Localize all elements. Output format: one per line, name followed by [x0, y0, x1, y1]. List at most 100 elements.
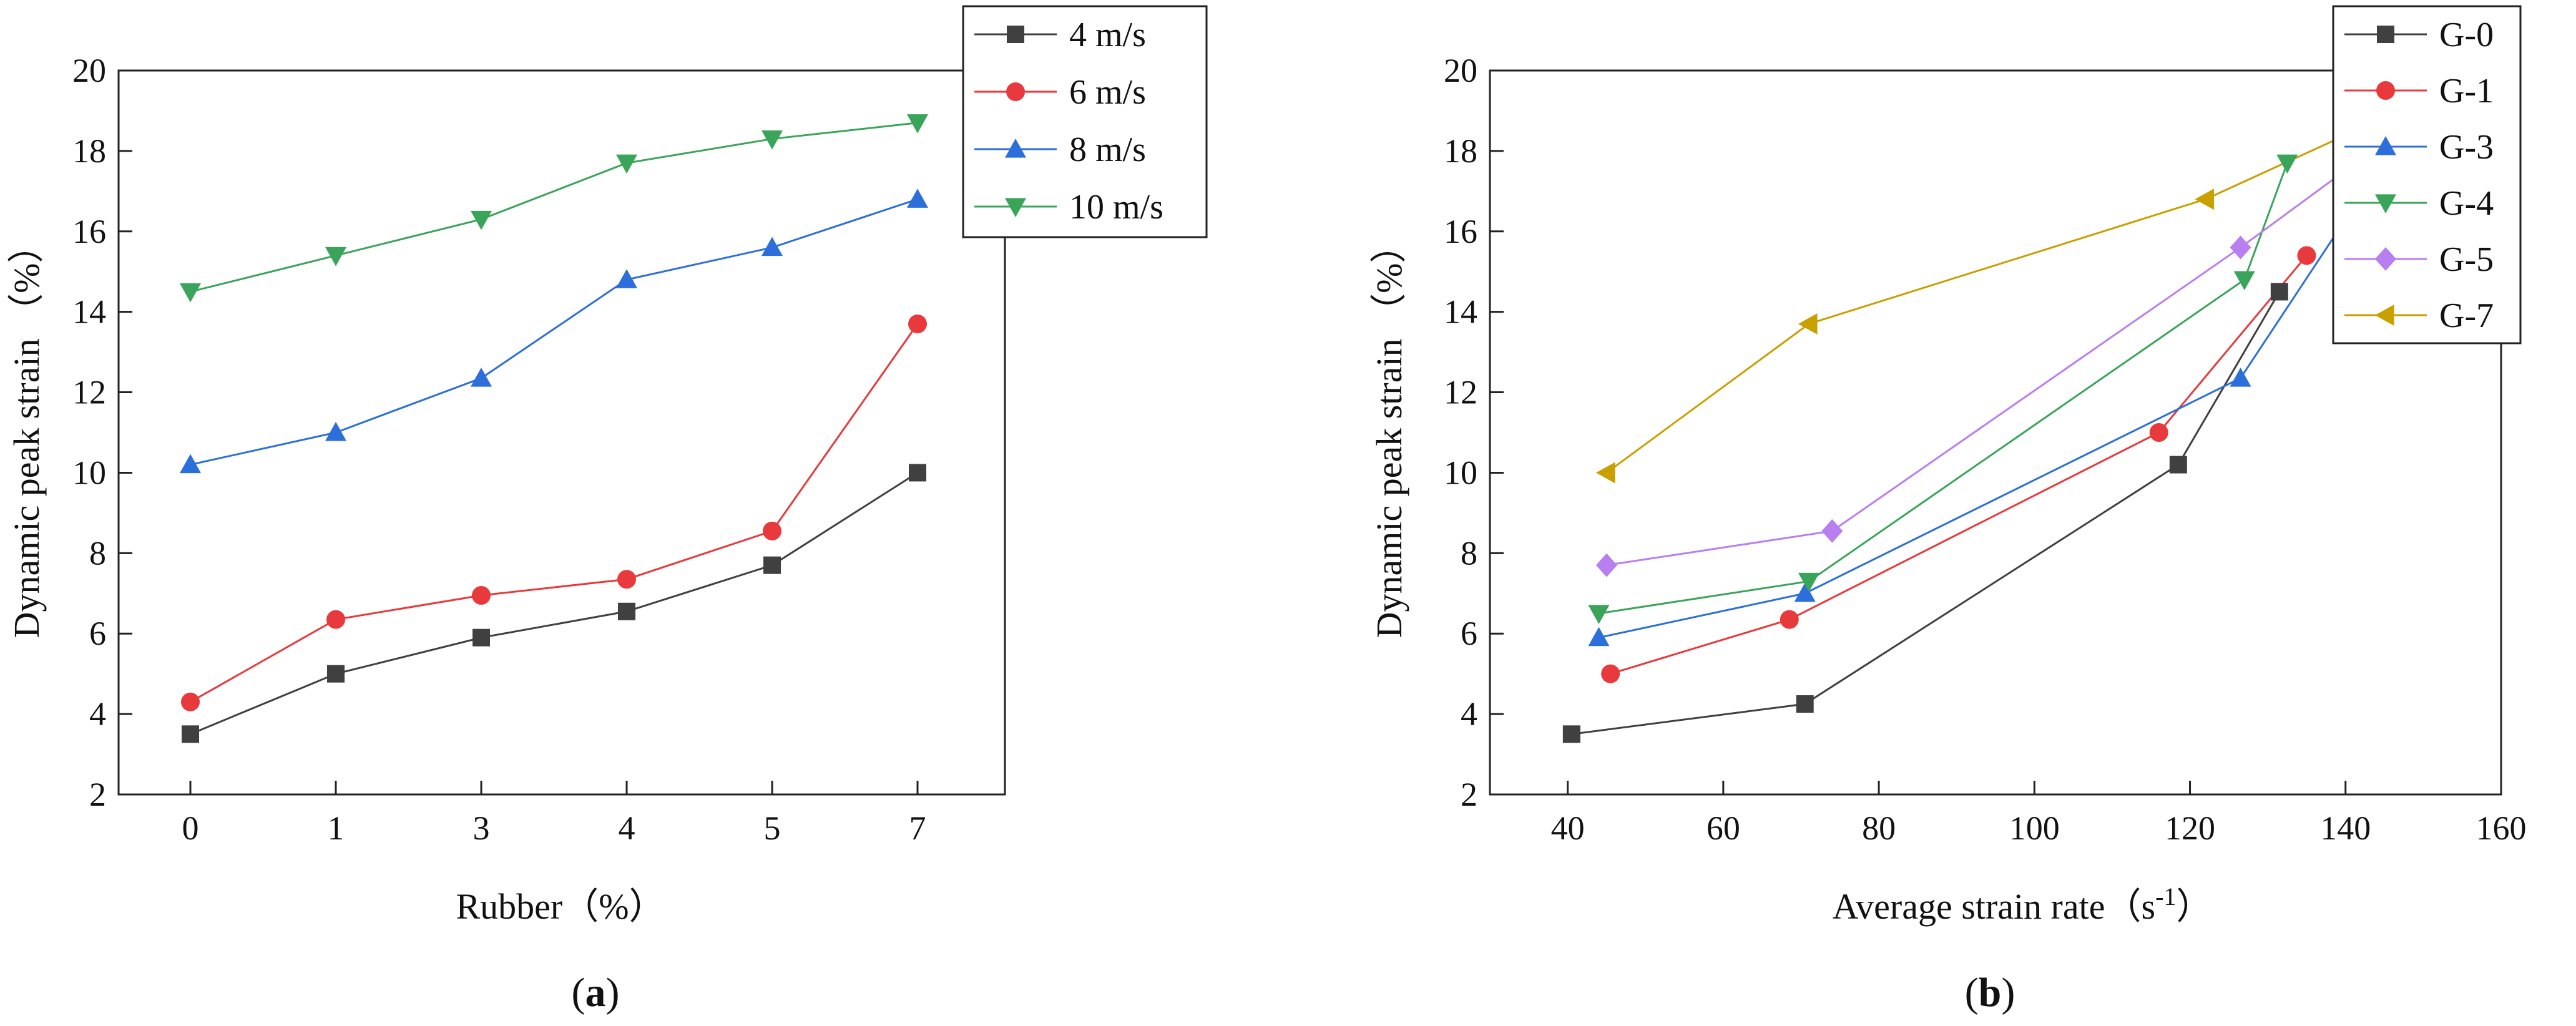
chart-b-x-tick-label: 60 [1707, 809, 1740, 847]
chart-a-x-tick-label: 7 [909, 809, 926, 847]
chart-b-line-g-3 [1599, 218, 2347, 639]
chart-a-point-8-m-s [616, 269, 637, 288]
chart-a-series-markers [180, 114, 928, 743]
chart-b-point-g-4 [1588, 605, 1610, 624]
chart-b-x-axis-label-close: ） [2176, 886, 2212, 927]
chart-a-legend-marker-4-m-s [1007, 26, 1024, 43]
chart-b-legend-box [2332, 5, 2522, 344]
chart-a-legend-label-8-m-s: 8 m/s [1069, 130, 1146, 169]
chart-b-x-axis-label: Average strain rate（s-1） [1833, 882, 2213, 927]
chart-b-ticks [1490, 69, 2502, 796]
chart-a-y-tick-label: 20 [72, 52, 106, 89]
chart-b-point-g-5 [1595, 553, 1617, 577]
chart-b-plot-frame [1489, 69, 2502, 796]
chart-b-point-g-0 [2169, 456, 2187, 474]
chart-b-point-g-4 [1798, 572, 1819, 592]
chart-a-series-lines [190, 122, 919, 735]
chart-b-line-g-4 [1599, 162, 2288, 615]
chart-b-y-tick-label: 10 [1444, 454, 1477, 491]
chart-a-x-tick-label: 5 [764, 809, 781, 847]
chart-a-line-4-m-s [190, 472, 918, 735]
chart-b-legend-marker-g-4 [2375, 194, 2396, 213]
chart-b-legend-marker-g-1 [2376, 81, 2395, 100]
chart-b-legend-label-g-5: G-5 [2439, 240, 2494, 279]
chart-a-point-6-m-s [763, 521, 781, 540]
chart-a-x-tick-labels: 0 1 3 4 5 7 [182, 809, 926, 847]
chart-a-point-8-m-s [180, 454, 201, 474]
chart-a-point-4-m-s [327, 665, 345, 683]
chart-a-x-tick-label: 0 [182, 809, 199, 847]
chart-b: 2 4 6 8 10 12 14 16 18 20 40 60 80 100 120 140 160 Dyna… [1369, 5, 2527, 1015]
chart-b-x-axis-label-main: Average strain rate（s [1833, 886, 2155, 927]
chart-b-x-tick-label: 80 [1862, 809, 1896, 847]
chart-b-point-g-0 [2270, 283, 2288, 301]
chart-a-point-6-m-s [617, 570, 636, 589]
chart-a-caption-letter: a [585, 970, 606, 1015]
chart-b-legend: G-0 G-1 G-3 G-4 G-5 G-7 [2332, 5, 2522, 344]
chart-b-line-g-5 [1606, 138, 2389, 567]
chart-a-point-4-m-s [618, 602, 635, 620]
chart-b-x-tick-labels: 40 60 80 100 120 140 160 [1551, 809, 2527, 847]
chart-b-point-g-5 [2230, 235, 2251, 260]
chart-b-caption-close: ) [2001, 970, 2015, 1015]
chart-a-legend-label-4-m-s: 4 m/s [1069, 16, 1146, 54]
chart-b-legend-marker-g-7 [2375, 305, 2394, 326]
chart-a-point-8-m-s [762, 237, 783, 256]
chart-b-point-g-7 [1595, 462, 1615, 484]
chart-a-line-10-m-s [190, 122, 918, 293]
chart-b-line-g-1 [1610, 255, 2308, 675]
chart-a-legend-marker-8-m-s [1005, 139, 1026, 158]
chart-a-y-axis-label: Dynamic peak strain （%） [6, 227, 47, 638]
chart-a-y-tick-label: 4 [89, 695, 106, 733]
chart-a-legend-items: 4 m/s 6 m/s 8 m/s 10 m/s [974, 16, 1163, 227]
chart-a-ticks [119, 69, 919, 796]
chart-b-point-g-4 [2276, 154, 2298, 174]
chart-a-y-tick-label: 16 [72, 213, 106, 250]
chart-a-legend-label-6-m-s: 6 m/s [1069, 73, 1146, 112]
chart-b-x-tick-label: 40 [1551, 809, 1585, 847]
chart-a-point-8-m-s [907, 188, 928, 208]
chart-a-y-tick-label: 18 [72, 132, 106, 170]
chart-a-point-4-m-s [473, 628, 490, 647]
chart-a-caption: (a) [572, 970, 620, 1015]
chart-a-legend: 4 m/s 6 m/s 8 m/s 10 m/s [962, 5, 1208, 238]
chart-b-legend-label-g-4: G-4 [2439, 184, 2494, 223]
chart-a-x-tick-label: 3 [473, 809, 490, 847]
chart-b-legend-marker-g-3 [2375, 136, 2396, 155]
chart-b-point-g-3 [2230, 368, 2251, 387]
chart-a-plot-frame [117, 69, 1006, 796]
chart-b-point-g-4 [2233, 271, 2255, 291]
chart-a-caption-close: ) [606, 970, 620, 1015]
chart-b-point-g-3 [1794, 582, 1816, 602]
chart-b-y-tick-label: 16 [1444, 213, 1477, 250]
chart-a-y-tick-label: 12 [72, 374, 106, 411]
chart-b-legend-marker-g-0 [2377, 26, 2394, 43]
chart-b-line-g-0 [1571, 291, 2281, 735]
chart-a-point-10-m-s [325, 247, 346, 266]
chart-a-point-10-m-s [616, 154, 637, 174]
chart-b-line-g-7 [1606, 122, 2374, 474]
chart-b-y-tick-label: 14 [1444, 293, 1477, 331]
chart-b-caption-open: ( [1965, 970, 1979, 1015]
chart-b-point-g-1 [2297, 246, 2316, 265]
chart-b-y-tick-label: 2 [1461, 776, 1477, 813]
chart-b-x-tick-label: 140 [2320, 809, 2371, 847]
chart-b-legend-label-g-1: G-1 [2439, 72, 2494, 110]
chart-b-point-g-5 [1821, 519, 1843, 543]
chart-a-point-10-m-s [180, 283, 201, 303]
chart-a-y-tick-labels: 2 4 6 8 10 12 14 16 18 20 [72, 52, 106, 813]
chart-b-y-tick-label: 12 [1444, 374, 1477, 411]
chart-b-x-tick-label: 160 [2476, 809, 2527, 847]
chart-b-y-tick-label: 8 [1461, 534, 1477, 572]
chart-a-x-tick-label: 4 [619, 809, 635, 847]
chart-a-point-6-m-s [908, 315, 927, 333]
chart-a-point-6-m-s [472, 586, 491, 605]
chart-a-y-tick-label: 10 [72, 454, 106, 491]
chart-b-legend-marker-g-5 [2375, 247, 2396, 271]
chart-a-point-6-m-s [181, 692, 200, 711]
chart-a-legend-marker-10-m-s [1005, 198, 1026, 217]
chart-a-point-10-m-s [471, 210, 492, 230]
chart-a-point-4-m-s [182, 725, 199, 743]
chart-b-y-tick-label: 18 [1444, 132, 1477, 170]
